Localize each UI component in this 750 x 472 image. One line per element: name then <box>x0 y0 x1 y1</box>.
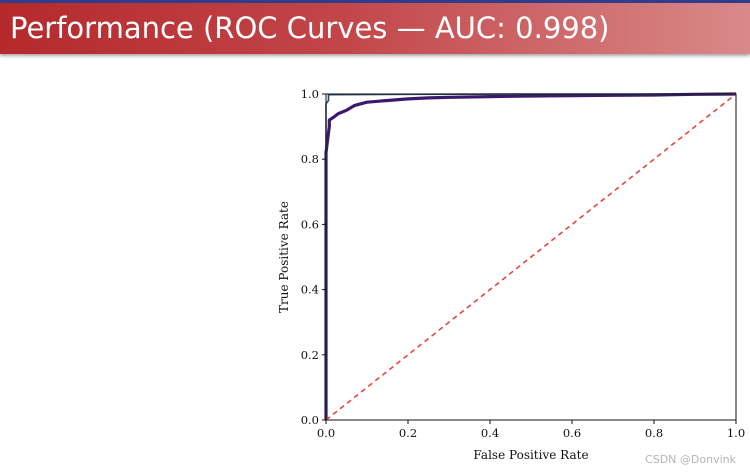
y-tick-label: 0.8 <box>301 152 319 166</box>
y-tick-label: 0.0 <box>301 413 319 427</box>
x-tick-label: 0.0 <box>317 426 335 440</box>
x-tick-label: 1.0 <box>727 426 745 440</box>
y-tick-label: 1.0 <box>301 87 319 101</box>
plot-frame <box>325 93 737 421</box>
y-tick-label: 0.4 <box>301 283 319 297</box>
y-tick-label: 0.6 <box>301 217 319 231</box>
y-tick-label: 0.2 <box>301 348 319 362</box>
roc-curve-main <box>324 92 737 420</box>
y-axis-label: True Positive Rate <box>277 201 291 313</box>
slide-title-bar: Performance (ROC Curves — AUC: 0.998) <box>0 0 750 54</box>
watermark: CSDN @Donvink <box>645 453 736 466</box>
x-axis-label: False Positive Rate <box>473 448 588 462</box>
x-tick-label: 0.8 <box>645 426 663 440</box>
x-tick-label: 0.2 <box>399 426 417 440</box>
x-tick-label: 0.6 <box>563 426 581 440</box>
chance-diagonal-line <box>325 93 737 421</box>
slide-title: Performance (ROC Curves — AUC: 0.998) <box>10 11 610 45</box>
title-top-rule <box>0 0 750 3</box>
x-tick-label: 0.4 <box>481 426 499 440</box>
